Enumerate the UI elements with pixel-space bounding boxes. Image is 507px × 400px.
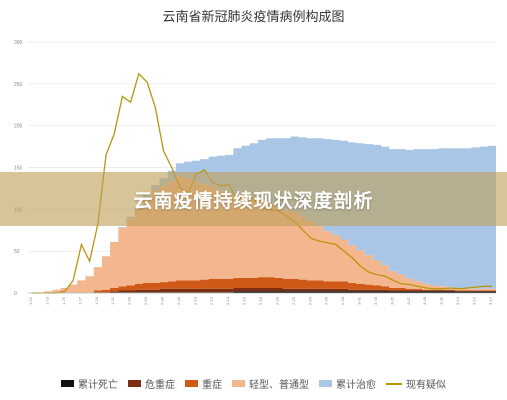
legend-item-cured: 累计治愈 bbox=[319, 376, 376, 391]
legend-label-mild: 轻型、普通型 bbox=[249, 380, 309, 391]
legend-item-deaths: 累计死亡 bbox=[61, 376, 118, 391]
x-tick-label-23: 3-07 bbox=[406, 296, 411, 305]
legend-item-critical: 危重症 bbox=[128, 376, 175, 391]
y-tick-label-4: 200 bbox=[14, 124, 23, 130]
x-tick-label-0: 1-21 bbox=[28, 296, 33, 305]
x-tick-label-27: 3-15 bbox=[472, 296, 477, 305]
overlay-banner: 云南疫情持续现状深度剖析 bbox=[0, 172, 507, 226]
legend-swatch-severe bbox=[185, 380, 198, 387]
chart-title: 云南省新冠肺炎疫情病例构成图 bbox=[162, 9, 345, 24]
x-tick-label-14: 2-18 bbox=[258, 296, 263, 305]
x-tick-label-25: 3-11 bbox=[439, 296, 444, 304]
legend-swatch-suspected bbox=[386, 382, 402, 385]
x-tick-label-8: 2-06 bbox=[160, 296, 165, 305]
x-tick-label-10: 2-10 bbox=[192, 296, 197, 305]
x-tick-label-28: 3-17 bbox=[488, 296, 493, 305]
x-tick-label-20: 3-01 bbox=[357, 296, 362, 305]
x-tick-label-26: 3-13 bbox=[455, 296, 460, 305]
x-tick-label-22: 3-05 bbox=[389, 296, 394, 305]
legend-swatch-cured bbox=[319, 380, 332, 387]
x-tick-label-7: 2-04 bbox=[143, 296, 148, 305]
y-tick-label-0: 0 bbox=[14, 291, 17, 297]
x-tick-label-15: 2-20 bbox=[274, 296, 279, 305]
legend-item-severe: 重症 bbox=[185, 376, 222, 391]
legend-swatch-critical bbox=[128, 380, 141, 387]
legend-label-critical: 危重症 bbox=[145, 380, 175, 391]
legend-label-cured: 累计治愈 bbox=[336, 380, 376, 391]
banner-title: 云南疫情持续现状深度剖析 bbox=[133, 189, 374, 212]
x-tick-label-13: 2-16 bbox=[242, 296, 247, 305]
x-tick-label-11: 2-12 bbox=[209, 296, 214, 305]
series-area-0 bbox=[28, 291, 496, 293]
x-tick-label-3: 1-27 bbox=[77, 296, 82, 305]
legend-label-severe: 重症 bbox=[202, 380, 222, 391]
x-tick-label-18: 2-26 bbox=[324, 296, 329, 305]
y-tick-label-3: 150 bbox=[14, 166, 23, 172]
series-area-1 bbox=[28, 288, 496, 293]
series-area-2 bbox=[28, 277, 496, 293]
x-tick-label-24: 3-09 bbox=[422, 296, 427, 305]
x-tick-label-19: 2-28 bbox=[340, 296, 345, 305]
y-tick-label-5: 250 bbox=[14, 82, 23, 88]
chart-legend: 累计死亡 危重症 重症 轻型、普通型 累计治愈 现有疑似 bbox=[0, 376, 507, 391]
legend-swatch-mild bbox=[232, 380, 245, 387]
x-tick-label-2: 1-25 bbox=[61, 296, 66, 305]
legend-label-deaths: 累计死亡 bbox=[78, 380, 118, 391]
x-tick-label-5: 1-31 bbox=[110, 296, 115, 305]
x-tick-label-21: 3-03 bbox=[373, 296, 378, 305]
x-tick-label-4: 1-29 bbox=[94, 296, 99, 305]
legend-item-suspected: 现有疑似 bbox=[386, 376, 446, 391]
x-tick-label-9: 2-08 bbox=[176, 296, 181, 305]
legend-label-suspected: 现有疑似 bbox=[406, 380, 446, 391]
x-tick-label-16: 2-22 bbox=[291, 296, 296, 305]
x-tick-label-6: 2-02 bbox=[127, 296, 132, 305]
legend-item-mild: 轻型、普通型 bbox=[232, 376, 309, 391]
x-tick-label-17: 2-24 bbox=[307, 296, 312, 305]
x-tick-label-12: 2-14 bbox=[225, 296, 230, 305]
legend-swatch-deaths bbox=[61, 380, 74, 387]
x-tick-label-1: 1-23 bbox=[45, 296, 50, 305]
y-tick-label-6: 300 bbox=[14, 40, 23, 46]
y-tick-label-1: 50 bbox=[14, 249, 20, 255]
